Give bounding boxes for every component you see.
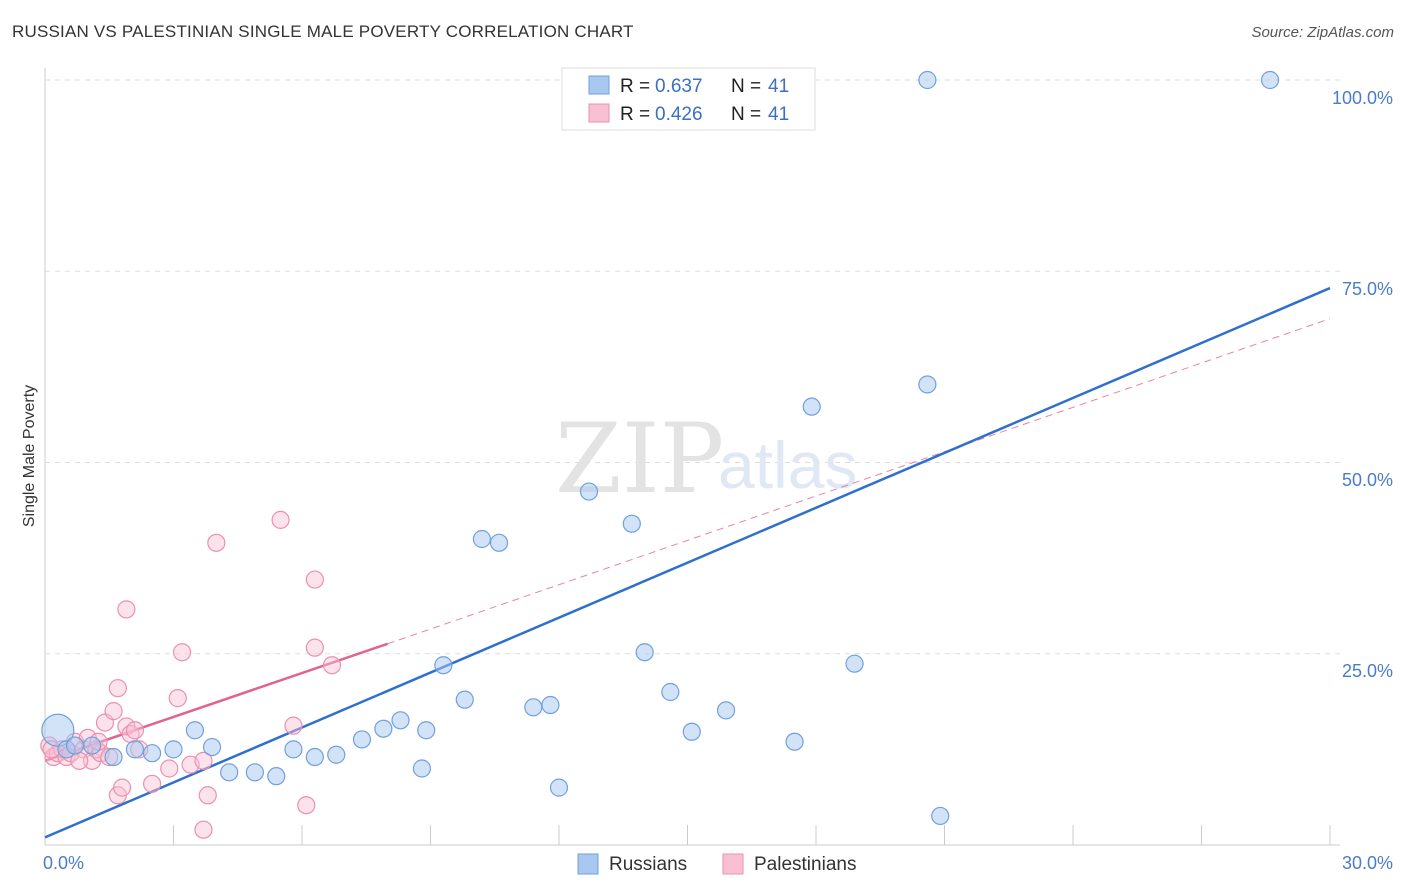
legend-bottom-russians-swatch [577, 853, 599, 875]
russians-point [185, 721, 205, 740]
legend-bottom-palestinians-swatch [722, 853, 744, 875]
chart-title: RUSSIAN VS PALESTINIAN SINGLE MALE POVER… [12, 22, 634, 41]
y-tick-25: 25.0% [1342, 661, 1393, 681]
russians-point [125, 740, 145, 759]
palestinians-point [104, 702, 123, 721]
legend-palestinians-swatch [588, 103, 610, 123]
y-tick-100: 100.0% [1332, 88, 1393, 108]
y-tick-75: 75.0% [1342, 279, 1393, 299]
russians-point [305, 747, 324, 767]
legend-bottom-russians-label: Russians [609, 854, 687, 875]
russians-point [549, 778, 569, 797]
legend-bottom: Russians Palestinians [577, 853, 856, 875]
russians-point [327, 745, 346, 764]
russians-point [352, 730, 372, 749]
palestinians-point [271, 510, 290, 529]
legend-palestinians-n-value: 41 [768, 104, 789, 125]
palestinians-point [297, 796, 316, 815]
russians-point [220, 763, 239, 782]
russians-point [931, 806, 950, 826]
russians-point [202, 737, 222, 757]
russians-point [472, 529, 491, 549]
watermark-zip: ZIP [555, 403, 724, 515]
palestinians-trend-line [44, 642, 389, 763]
russians-point [417, 721, 436, 740]
russians-point [412, 759, 432, 778]
legend-bottom-palestinians-label: Palestinians [754, 854, 856, 875]
y-axis-label: Single Male Poverty [21, 385, 38, 527]
palestinians-point [108, 679, 127, 698]
grid-lines [45, 79, 1345, 655]
legend-top: R = 0.637 N = 41 R = 0.426 N = 41 [561, 67, 816, 131]
palestinians-point [125, 721, 145, 740]
russians-point [661, 682, 680, 702]
source-label: Source: ZipAtlas.com [1251, 24, 1394, 41]
russians-point [918, 375, 937, 394]
russians-point [164, 740, 183, 759]
palestinians-point [305, 638, 324, 657]
russians-point [622, 514, 641, 533]
russians-point [802, 397, 821, 416]
russians-point [41, 713, 75, 747]
palestinians-point [160, 759, 179, 778]
legend-palestinians-n-label: N = [731, 104, 761, 125]
russians-point [845, 654, 864, 673]
trend-lines [44, 286, 1331, 839]
x-tick-max: 30.0% [1342, 853, 1393, 873]
russians-point [635, 643, 654, 662]
palestinians-point [322, 656, 342, 675]
legend-russians-r-value: 0.637 [655, 76, 703, 97]
legend-russians-r-label: R = [620, 76, 650, 97]
russians-point [682, 722, 701, 741]
russians-point [489, 533, 509, 552]
palestinians-point [194, 751, 213, 770]
palestinians-point [305, 570, 324, 589]
russians-point [1260, 70, 1280, 90]
palestinians-point [284, 716, 303, 735]
legend-russians-swatch [588, 75, 610, 95]
russians-point [245, 763, 264, 782]
palestinians-point [172, 643, 192, 662]
russians-point [524, 698, 543, 717]
palestinians-point [117, 600, 136, 619]
y-tick-50: 50.0% [1342, 470, 1393, 490]
palestinians-point [168, 689, 187, 708]
russians-point [434, 656, 453, 675]
russians-point [785, 732, 804, 751]
x-tick-min: 0.0% [43, 853, 84, 873]
russians-point [455, 690, 474, 709]
russians-point [579, 482, 599, 501]
russians-point [83, 736, 102, 755]
watermark-atlas: atlas [718, 428, 857, 502]
russians-point [142, 744, 162, 763]
russians-point [716, 701, 736, 720]
axes [44, 68, 1340, 846]
russians-point [65, 736, 85, 755]
palestinians-point [198, 786, 217, 805]
legend-russians-n-value: 41 [768, 76, 789, 97]
palestinians-point [194, 820, 213, 839]
legend-palestinians-r-label: R = [620, 104, 650, 125]
palestinians-point [142, 774, 162, 793]
russians-point [267, 767, 286, 786]
russians-point [374, 719, 393, 738]
palestinians-trend-extended [387, 318, 1331, 645]
legend-russians-n-label: N = [731, 76, 761, 97]
palestinians-points [40, 510, 342, 839]
russians-point [104, 747, 123, 767]
russians-point [391, 711, 410, 730]
russians-point [284, 740, 303, 759]
palestinians-point [112, 778, 132, 797]
russians-point [541, 695, 560, 715]
legend-palestinians-r-value: 0.426 [655, 104, 703, 125]
russians-point [918, 70, 937, 90]
palestinians-point [207, 533, 226, 552]
russians-trend-line [44, 286, 1331, 839]
